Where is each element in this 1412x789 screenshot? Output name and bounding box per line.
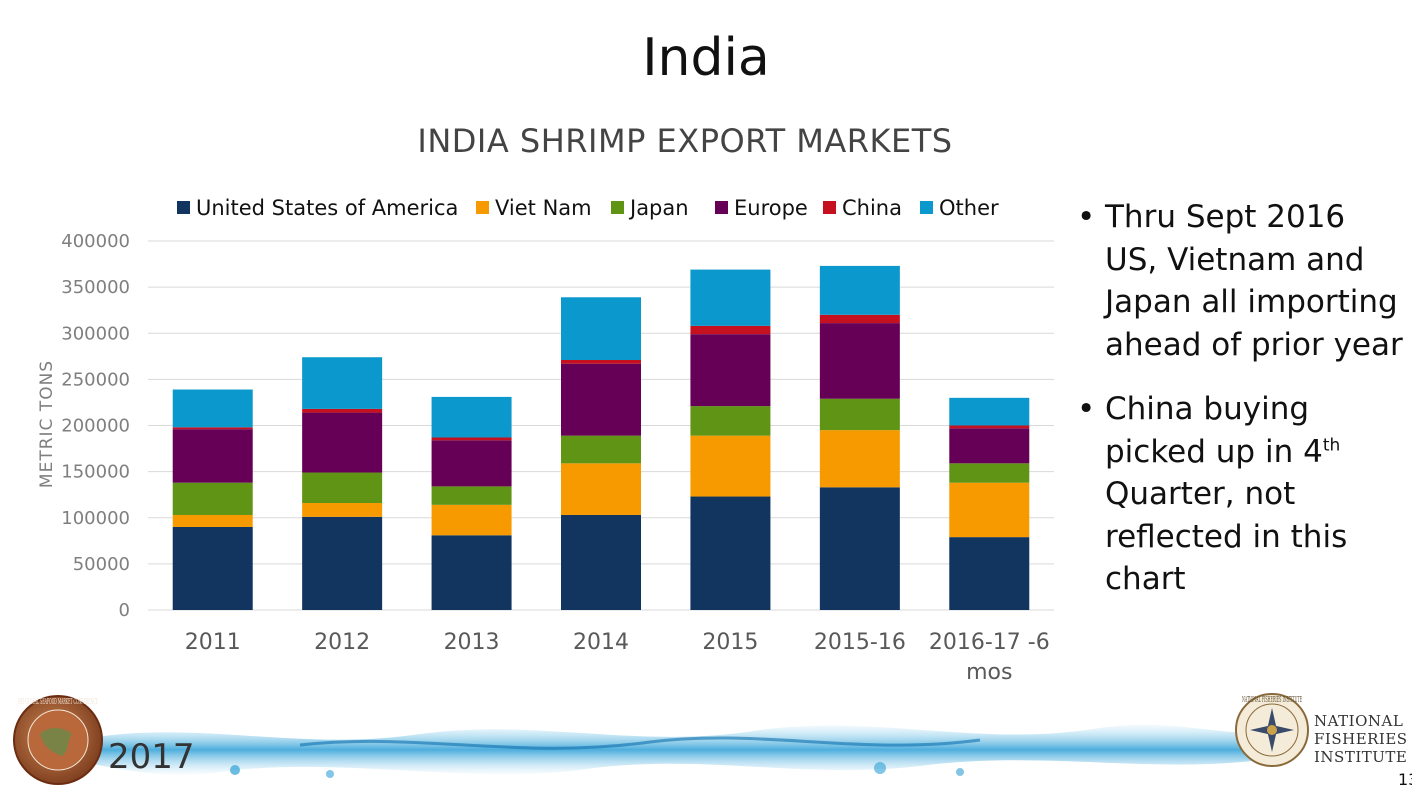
bar-segment — [172, 514, 253, 527]
x-tick-label: 2011 — [185, 630, 241, 655]
bar-segment — [819, 265, 900, 315]
x-tick-label: 2015 — [702, 630, 758, 655]
org-name-line: INSTITUTE — [1314, 748, 1407, 766]
conference-year: 2017 — [108, 737, 195, 777]
y-tick-label: 350000 — [61, 277, 130, 298]
legend-swatch — [177, 201, 190, 214]
bar-segment — [172, 482, 253, 515]
bar-segment — [949, 428, 1030, 464]
bar-segment — [431, 396, 512, 438]
bar-segment — [302, 412, 383, 473]
bar-segment — [561, 435, 641, 464]
y-tick-label: 50000 — [73, 554, 130, 575]
bar-segment — [431, 535, 512, 610]
x-tick-label: mos — [966, 660, 1012, 685]
chart-title: INDIA SHRIMP EXPORT MARKETS — [417, 122, 953, 160]
bar-segment — [561, 360, 641, 364]
bar-segment — [431, 437, 512, 441]
bullet-list: • Thru Sept 2016 US, Vietnam and Japan a… — [1075, 196, 1405, 623]
legend-swatch — [476, 201, 489, 214]
bar-segment — [819, 487, 900, 610]
x-axis-ticks: 2011 2012 2013 2014 2015 2015-16 2016-17 -6 mos — [185, 630, 1050, 685]
x-tick-label: 2015-16 — [814, 630, 906, 655]
y-tick-label: 100000 — [61, 508, 130, 529]
bar-segment — [949, 482, 1030, 538]
y-tick-label: 150000 — [61, 462, 130, 483]
bar-segment — [819, 430, 900, 488]
bar-segment — [819, 323, 900, 399]
x-tick-label: 2014 — [573, 630, 629, 655]
ordinal-suffix: th — [1322, 435, 1341, 456]
bar-segment — [949, 425, 1030, 429]
bar-segment — [431, 504, 512, 536]
chart-bars — [172, 265, 1030, 610]
bar-segment — [949, 463, 1030, 483]
org-name-line: NATIONAL — [1314, 712, 1403, 730]
legend-label: Viet Nam — [495, 196, 592, 220]
bar-segment — [949, 397, 1030, 426]
x-tick-label: 2016-17 -6 — [929, 630, 1050, 655]
bullet-text: Quarter, not reflected in this chart — [1105, 476, 1348, 597]
nfi-seal-logo: NATIONAL FISHERIES INSTITUTE — [1235, 693, 1309, 767]
legend-swatch — [611, 201, 624, 214]
y-tick-label: 250000 — [61, 369, 130, 390]
bar-segment — [690, 496, 771, 610]
legend-label: Other — [939, 196, 999, 220]
y-tick-label: 200000 — [61, 416, 130, 437]
bar-segment — [302, 516, 383, 610]
water-splash-decoration — [90, 724, 1260, 778]
legend-swatch — [823, 201, 836, 214]
x-tick-label: 2013 — [444, 630, 500, 655]
y-tick-label: 300000 — [61, 323, 130, 344]
legend-swatch — [920, 201, 933, 214]
bullet-dot-icon: • — [1077, 391, 1096, 427]
bar-segment — [561, 363, 641, 436]
bar-segment — [302, 408, 383, 413]
bar-segment — [302, 357, 383, 409]
slide-title: India — [642, 28, 770, 88]
conference-seal-logo: NFI GLOBAL SEAFOOD MARKET CONFERENCE — [13, 695, 103, 785]
seal-text: NATIONAL FISHERIES INSTITUTE — [1242, 695, 1302, 704]
y-tick-label: 0 — [119, 600, 130, 621]
legend-label: Europe — [734, 196, 808, 220]
legend-label: China — [842, 196, 902, 220]
bullet-item: • Thru Sept 2016 US, Vietnam and Japan a… — [1075, 196, 1405, 366]
legend-label: United States of America — [196, 196, 458, 220]
org-name-line: FISHERIES — [1314, 730, 1408, 748]
bullet-item: • China buying picked up in 4th Quarter,… — [1075, 388, 1405, 601]
bar-segment — [690, 406, 771, 436]
bar-segment — [949, 537, 1030, 610]
stacked-bar-chart: United States of America Viet Nam Japan Eur… — [37, 196, 1054, 685]
legend-swatch — [715, 201, 728, 214]
bar-segment — [690, 334, 771, 407]
bar-segment — [561, 514, 641, 610]
bar-segment — [690, 325, 771, 335]
bar-segment — [431, 440, 512, 487]
bar-segment — [172, 427, 253, 430]
y-axis-label: METRIC TONS — [37, 360, 57, 488]
y-tick-label: 400000 — [61, 231, 130, 252]
x-tick-label: 2012 — [314, 630, 370, 655]
bar-segment — [172, 526, 253, 610]
bar-segment — [302, 502, 383, 517]
chart-legend: United States of America Viet Nam Japan Eur… — [177, 196, 999, 220]
bullet-text: China buying picked up in 4 — [1105, 391, 1323, 470]
y-axis-ticks: 0 50000 100000 150000 200000 250000 300000 3500… — [61, 231, 130, 621]
bar-segment — [302, 472, 383, 503]
footer-banner: NFI GLOBAL SEAFOOD MARKET CONFERENCE 201… — [13, 693, 1408, 785]
bar-segment — [819, 314, 900, 324]
bar-segment — [690, 269, 771, 326]
seal-text: NFI GLOBAL SEAFOOD MARKET CONFERENCE — [18, 697, 98, 706]
bar-segment — [172, 389, 253, 428]
bar-segment — [431, 486, 512, 505]
page-number: 13 — [1398, 770, 1412, 789]
legend-label: Japan — [628, 196, 689, 220]
bar-segment — [690, 435, 771, 497]
bar-segment — [561, 297, 641, 361]
bar-segment — [819, 398, 900, 431]
bar-segment — [172, 429, 253, 483]
bar-segment — [561, 463, 641, 515]
bullet-dot-icon: • — [1077, 199, 1096, 235]
bullet-text: Thru Sept 2016 US, Vietnam and Japan all… — [1105, 199, 1403, 363]
